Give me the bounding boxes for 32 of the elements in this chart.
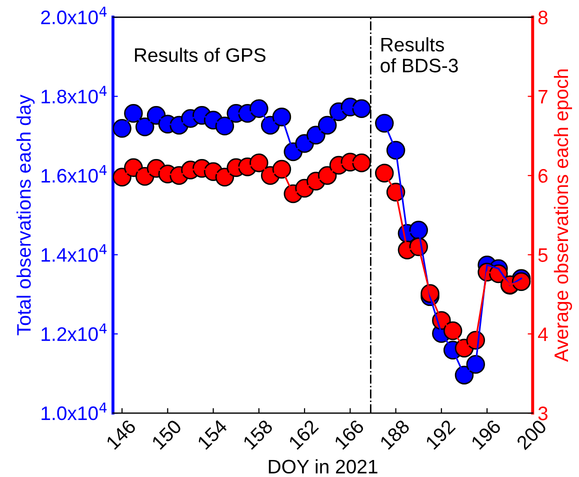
y2-axis-title: Average observations each epoch bbox=[554, 70, 572, 362]
y-axis-title: Total observations each day bbox=[16, 94, 35, 336]
y2-tick-label: 6 bbox=[538, 169, 548, 183]
y-tick-label: 1.0x10$^{4}$ bbox=[42, 402, 107, 420]
x-axis-title: DOY in 2021 bbox=[268, 459, 378, 474]
x-tick-label: 146 bbox=[106, 418, 137, 450]
point bbox=[112, 119, 132, 138]
y2-tick-label: 5 bbox=[538, 248, 548, 262]
y-tick-label: 1.6x10$^{4}$ bbox=[42, 165, 107, 183]
y-tick-label: 1.2x10$^{4}$ bbox=[42, 323, 107, 342]
point bbox=[352, 153, 371, 172]
y2-tick-label: 8 bbox=[538, 10, 548, 24]
x-tick-label: 196 bbox=[470, 418, 502, 450]
annotation: Results of GPS bbox=[135, 48, 266, 62]
x-tick-label: 188 bbox=[379, 418, 410, 450]
y2-tick-label: 4 bbox=[538, 328, 548, 341]
point bbox=[375, 164, 394, 183]
x-tick-label: 158 bbox=[242, 418, 274, 450]
y2-tick-label: 3 bbox=[538, 406, 548, 420]
x-tick-label: 150 bbox=[151, 418, 182, 450]
point bbox=[352, 99, 371, 118]
point bbox=[112, 168, 132, 186]
y-tick-label: 1.4x10$^{4}$ bbox=[42, 244, 107, 262]
point bbox=[375, 114, 394, 133]
x-tick-label: 162 bbox=[288, 418, 320, 450]
x-tick-label: 192 bbox=[424, 418, 456, 450]
y-tick-label: 1.8x10$^{4}$ bbox=[42, 86, 107, 104]
x-tick-label: 154 bbox=[196, 418, 228, 450]
y2-tick-label: 7 bbox=[538, 90, 548, 104]
x-tick-label: 166 bbox=[334, 418, 365, 450]
y-tick-label: 2.0x10$^{4}$ bbox=[41, 6, 107, 24]
annotation: Results of BDS-3 bbox=[380, 37, 458, 72]
